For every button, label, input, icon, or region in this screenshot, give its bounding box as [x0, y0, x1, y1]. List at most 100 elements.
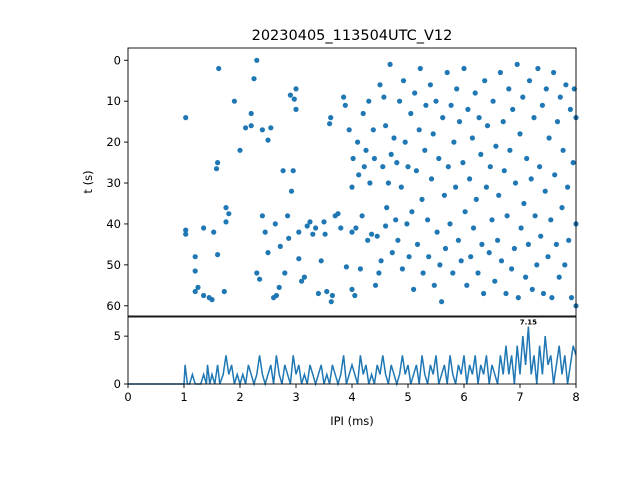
scatter-point: [409, 209, 415, 215]
x-tick-label: 4: [348, 390, 355, 404]
scatter-point: [265, 250, 271, 256]
top-y-axis-label: t (s): [81, 170, 95, 193]
scatter-point: [445, 164, 451, 170]
scatter-point: [356, 172, 362, 178]
top-axes: 0 10 20 30 40 50 60 t (s): [81, 47, 579, 317]
scatter-point: [216, 65, 222, 72]
scatter-point: [328, 115, 334, 121]
scatter-point: [469, 135, 475, 141]
scatter-point: [453, 184, 459, 190]
scatter-point: [511, 245, 517, 252]
scatter-point: [374, 233, 380, 239]
scatter-point: [425, 217, 431, 223]
bottom-y-ticks: 05: [114, 329, 128, 391]
scatter-point: [556, 274, 562, 280]
scatter-point: [389, 250, 395, 256]
scatter-point: [419, 196, 425, 202]
scatter-point: [223, 205, 229, 211]
scatter-point: [426, 254, 432, 260]
bottom-x-ticks: 0 1 2 3 4 5 6 7 8: [124, 384, 580, 404]
scatter-point: [248, 110, 254, 117]
y-tick-label: 20: [106, 135, 121, 149]
scatter-point: [476, 115, 482, 121]
scatter-point: [338, 225, 344, 231]
scatter-point: [489, 217, 495, 223]
scatter-point: [515, 295, 521, 301]
scatter-point: [324, 288, 330, 295]
y-tick-label: 60: [106, 299, 121, 313]
y-tick-label: 5: [114, 329, 121, 343]
scatter-point: [243, 125, 249, 131]
scatter-point: [353, 225, 359, 231]
scatter-point: [254, 57, 260, 63]
scatter-point: [529, 286, 535, 292]
scatter-point: [441, 192, 447, 198]
scatter-point: [370, 127, 376, 133]
scatter-point: [554, 119, 561, 125]
scatter-point: [363, 147, 369, 153]
scatter-point: [430, 131, 436, 137]
y-tick-label: 50: [106, 258, 121, 272]
scatter-point: [521, 200, 527, 207]
scatter-point: [567, 106, 574, 112]
scatter-point: [383, 123, 389, 129]
scatter-point: [509, 266, 515, 272]
scatter-point: [552, 172, 558, 178]
scatter-point: [496, 192, 502, 198]
scatter-point: [501, 168, 507, 174]
scatter-point: [395, 237, 401, 243]
scatter-point: [528, 176, 534, 182]
scatter-point: [495, 237, 501, 243]
scatter-point: [484, 123, 491, 129]
scatter-point: [486, 250, 492, 256]
scatter-point: [523, 274, 529, 280]
scatter-point: [223, 219, 229, 225]
scatter-point: [183, 231, 189, 237]
scatter-point: [268, 125, 274, 131]
scatter-point: [265, 137, 271, 143]
scatter-point: [378, 258, 384, 264]
scatter-point: [427, 82, 433, 88]
scatter-point: [377, 82, 383, 88]
scatter-point: [526, 78, 533, 84]
scatter-point: [437, 262, 443, 268]
scatter-point: [538, 233, 544, 239]
scatter-point: [387, 61, 393, 67]
scatter-point: [570, 160, 576, 166]
scatter-point: [498, 258, 505, 264]
scatter-point: [385, 180, 391, 186]
scatter-point: [497, 69, 503, 76]
scatter-point: [296, 229, 302, 235]
scatter-point: [553, 241, 560, 247]
scatter-point: [383, 223, 389, 229]
scatter-point: [490, 98, 496, 104]
ipi-histogram-line: [128, 326, 577, 387]
scatter-point: [183, 115, 189, 121]
scatter-point: [551, 69, 557, 76]
scatter-point: [380, 164, 386, 170]
scatter-point: [293, 86, 299, 92]
y-tick-label: 10: [106, 94, 121, 108]
scatter-point: [447, 221, 453, 227]
scatter-point: [460, 160, 466, 166]
scatter-point: [472, 90, 478, 96]
scatter-point: [520, 94, 526, 100]
scatter-point: [450, 270, 456, 276]
scatter-point: [413, 168, 419, 174]
scatter-point: [251, 76, 257, 82]
scatter-point: [456, 119, 463, 125]
scatter-point: [301, 274, 307, 280]
scatter-point: [280, 168, 286, 174]
x-tick-label: 1: [180, 390, 187, 404]
scatter-point: [433, 98, 439, 104]
x-tick-label: 5: [404, 390, 411, 404]
scatter-point: [359, 213, 365, 219]
scatter-point: [276, 284, 282, 290]
scatter-point: [537, 164, 543, 170]
scatter-point: [376, 270, 382, 276]
bottom-x-axis-label: IPI (ms): [330, 414, 374, 428]
scatter-point: [514, 61, 520, 67]
scatter-point: [367, 180, 373, 186]
top-axes-frame: [127, 47, 577, 317]
